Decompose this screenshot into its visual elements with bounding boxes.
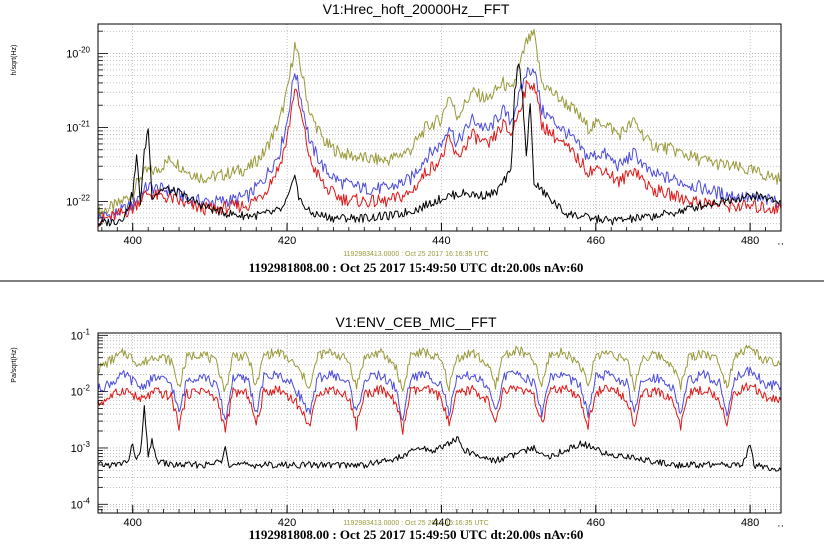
bottom-grid bbox=[98, 333, 781, 514]
bottom-x-tick-label: 480 bbox=[741, 517, 759, 529]
top-y-ticks: 10-20 10-21 10-22 bbox=[66, 30, 108, 232]
bottom-x-ticks: 400 420 440 460 480 ·· bbox=[101, 505, 784, 532]
bottom-axis-exponent-mark: ·· bbox=[777, 520, 784, 532]
bottom-footer: 1192981808.00 : Oct 25 2017 15:49:50 UTC… bbox=[249, 527, 584, 542]
top-series-line-1 bbox=[97, 67, 782, 223]
bottom-series-line-0 bbox=[97, 344, 782, 393]
top-series-group bbox=[97, 28, 782, 228]
bottom-chart-title: V1:ENV_CEB_MIC__FFT bbox=[335, 314, 496, 330]
top-x-tick-label: 440 bbox=[432, 235, 450, 247]
bottom-panel: V1:ENV_CEB_MIC__FFT Pa/sqrt(Hz) 10-1 10-2… bbox=[11, 314, 784, 542]
top-x-tick-label: 400 bbox=[124, 235, 142, 247]
top-series-line-3 bbox=[97, 63, 782, 227]
bottom-reference-label: 1192983413.0000 : Oct 25 2017 16:16:35 U… bbox=[343, 520, 488, 527]
top-x-tick-label: 480 bbox=[741, 235, 759, 247]
bottom-y-tick-label: 10-4 bbox=[71, 496, 91, 511]
top-x-tick-label: 460 bbox=[587, 235, 605, 247]
top-chart-title: V1:Hrec_hoft_20000Hz__FFT bbox=[323, 1, 510, 17]
bottom-series-group bbox=[97, 344, 782, 472]
top-y-axis-label: h/sqrt(Hz) bbox=[11, 45, 18, 76]
top-y-tick-label: 10-21 bbox=[66, 120, 90, 135]
bottom-plot-frame bbox=[97, 332, 782, 514]
bottom-x-tick-label: 420 bbox=[278, 517, 296, 529]
top-y-tick-label: 10-20 bbox=[66, 45, 90, 60]
bottom-y-tick-label: 10-2 bbox=[71, 384, 91, 399]
top-series-line-2 bbox=[97, 80, 782, 228]
bottom-x-tick-label: 400 bbox=[124, 517, 142, 529]
bottom-y-tick-label: 10-1 bbox=[71, 327, 91, 342]
top-series-line-0 bbox=[97, 28, 782, 220]
bottom-y-ticks: 10-1 10-2 10-3 10-4 bbox=[71, 327, 108, 514]
top-panel: V1:Hrec_hoft_20000Hz__FFT h/sqrt(Hz) 10-… bbox=[11, 1, 784, 275]
top-footer: 1192981808.00 : Oct 25 2017 15:49:50 UTC… bbox=[249, 260, 584, 275]
bottom-y-axis-label: Pa/sqrt(Hz) bbox=[11, 347, 18, 382]
top-reference-label: 1192983413.0000 : Oct 25 2017 16:16:35 U… bbox=[343, 251, 488, 258]
top-x-ticks: 400 420 440 460 480 ·· bbox=[101, 223, 784, 250]
bottom-x-tick-label: 440 bbox=[432, 517, 450, 529]
top-y-tick-label: 10-22 bbox=[66, 194, 90, 209]
bottom-series-line-2 bbox=[97, 382, 782, 435]
bottom-series-line-1 bbox=[97, 366, 782, 421]
top-axis-exponent-mark: ·· bbox=[777, 238, 784, 250]
bottom-y-tick-label: 10-3 bbox=[71, 440, 91, 455]
bottom-x-tick-label: 460 bbox=[587, 517, 605, 529]
bottom-series-line-3 bbox=[97, 405, 782, 472]
top-x-tick-label: 420 bbox=[278, 235, 296, 247]
